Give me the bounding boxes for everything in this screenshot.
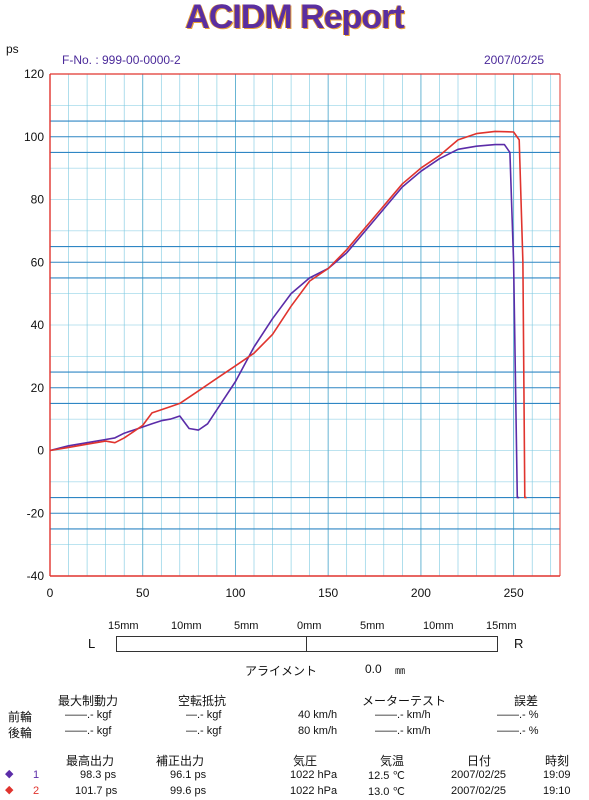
run-number: 2 [33, 785, 40, 797]
header-max-power: 最高出力 [66, 754, 115, 768]
error-value: ――.- % [497, 709, 539, 721]
alignment-tick-label: 15mm [108, 620, 139, 632]
header-time: 時刻 [545, 754, 570, 768]
run-date: 2007/02/25 [451, 769, 507, 781]
corrected-power: 96.1 ps [170, 769, 207, 781]
header-meter-test: メーターテスト [362, 694, 447, 708]
x-tick-label: 200 [411, 586, 431, 600]
y-tick-label: 80 [31, 193, 45, 207]
temperature: 13.0 ℃ [368, 786, 405, 798]
alignment-tick-label: 10mm [423, 620, 454, 632]
x-tick-label: 150 [318, 586, 338, 600]
row-label: 前輪 [8, 710, 33, 724]
y-tick-label: -40 [27, 569, 45, 583]
corrected-power: 99.6 ps [170, 785, 207, 797]
series-line-2 [49, 130, 527, 499]
max-power: 101.7 ps [75, 785, 118, 797]
report-title: ACIDM Report [185, 0, 404, 36]
x-tick-label: 0 [47, 586, 54, 600]
idle-value: ―.- kgf [186, 725, 222, 737]
y-tick-label: 20 [31, 381, 45, 395]
series-2-marker-icon: ◆ [5, 784, 14, 796]
file-number: F-No. : 999-00-0000-2 [62, 53, 181, 67]
header-error: 誤差 [514, 694, 539, 708]
run-time: 19:10 [543, 785, 571, 797]
y-tick-label: 120 [24, 67, 44, 81]
header-date: 日付 [467, 754, 492, 768]
alignment-right: R [514, 636, 524, 651]
series [49, 130, 527, 499]
alignment-tick-label: 10mm [171, 620, 202, 632]
power-chart: ps -40 -20 0 20 40 60 80 100 120 0 50 100 150 200 250 [6, 42, 561, 600]
x-tick-label: 250 [504, 586, 524, 600]
run-time: 19:09 [543, 769, 571, 781]
brake-value: ――.- kgf [65, 709, 112, 721]
temperature: 12.5 ℃ [368, 770, 405, 782]
header-max-brake: 最大制動力 [58, 694, 119, 708]
meter-value: ――.- km/h [375, 725, 431, 737]
test-speed: 40 km/h [298, 709, 338, 721]
alignment-tick-label: 5mm [234, 620, 259, 632]
meter-value: ――.- km/h [375, 709, 431, 721]
alignment-tick-label: 0mm [297, 620, 322, 632]
alignment-value: 0.0 [365, 662, 382, 676]
header-corrected-power: 補正出力 [156, 754, 205, 768]
alignment-label: アライメント [245, 664, 318, 678]
pressure: 1022 hPa [290, 785, 338, 797]
y-tick-label: 40 [31, 318, 45, 332]
alignment-left: L [88, 636, 96, 651]
alignment-unit: ㎜ [395, 666, 405, 677]
y-tick-label: 60 [31, 255, 45, 269]
alignment-tick-label: 5mm [360, 620, 385, 632]
run-number: 1 [33, 769, 40, 781]
row-label: 後輪 [8, 726, 33, 740]
report-date: 2007/02/25 [484, 53, 545, 67]
y-tick-label: 100 [24, 130, 44, 144]
max-power: 98.3 ps [80, 769, 117, 781]
alignment-bar [116, 636, 498, 652]
axes [49, 73, 561, 577]
error-value: ――.- % [497, 725, 539, 737]
header-idle-resistance: 空転抵抗 [178, 694, 227, 708]
reference-lines [50, 120, 560, 530]
pressure: 1022 hPa [290, 769, 338, 781]
brake-value: ――.- kgf [65, 725, 112, 737]
y-tick-label: 0 [37, 444, 44, 458]
tick-labels: -40 -20 0 20 40 60 80 100 120 0 50 100 150 200 250 [24, 67, 524, 600]
y-axis-label: ps [6, 42, 19, 56]
alignment-tick-label: 15mm [486, 620, 517, 632]
run-date: 2007/02/25 [451, 785, 507, 797]
x-tick-label: 50 [136, 586, 150, 600]
y-tick-label: -20 [27, 506, 45, 520]
test-speed: 80 km/h [298, 725, 338, 737]
grid [49, 73, 560, 577]
series-1-marker-icon: ◆ [5, 768, 14, 780]
header-pressure: 気圧 [293, 754, 318, 768]
header-temperature: 気温 [380, 754, 405, 768]
idle-value: ―.- kgf [186, 709, 222, 721]
series-line-1 [49, 143, 520, 499]
x-tick-label: 100 [225, 586, 245, 600]
